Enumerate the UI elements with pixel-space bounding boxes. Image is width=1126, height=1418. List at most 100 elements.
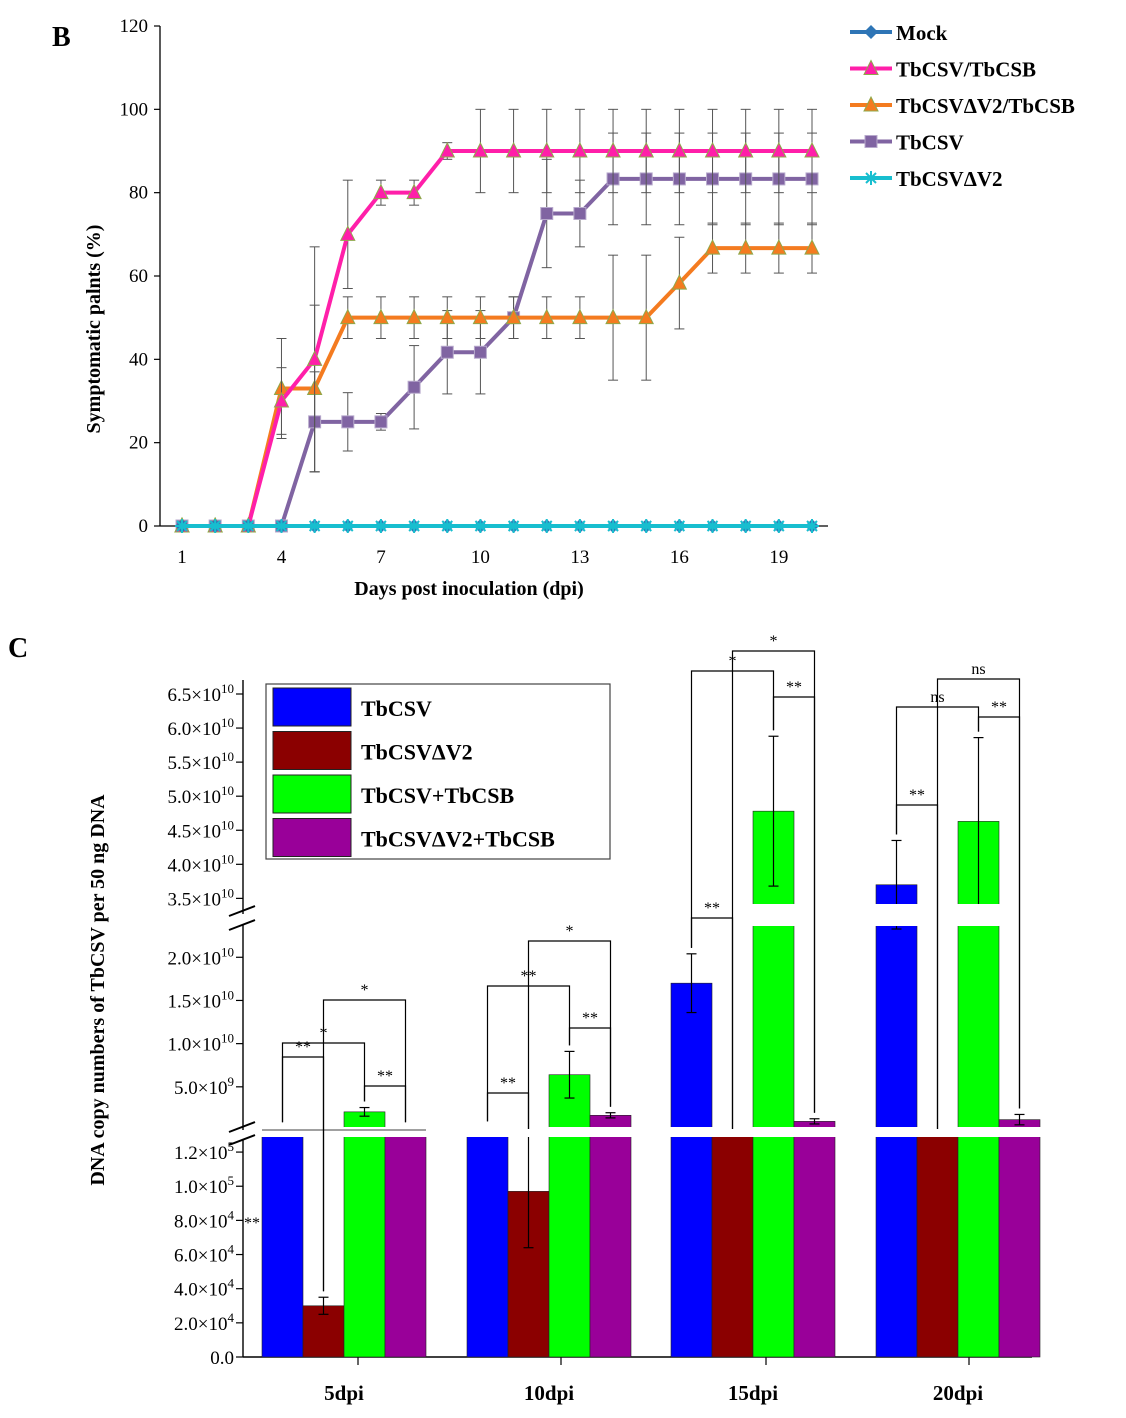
axis-break-mark: [228, 919, 256, 931]
y-tick-label: 1.0×105: [174, 1173, 234, 1198]
data-point: [175, 519, 189, 533]
bar-tbcsv: [670, 982, 713, 1358]
legend-label: TbCSV+TbCSB: [361, 783, 514, 808]
x-tick-label: 15dpi: [728, 1381, 778, 1405]
data-point: [771, 141, 787, 158]
legend-item-tbcsv: TbCSV: [272, 687, 432, 727]
data-point: [472, 308, 489, 325]
data-point: [473, 345, 487, 359]
y-tick-label: 20: [129, 433, 148, 454]
y-tick-label: 4.0×1010: [168, 851, 234, 876]
bar-group-20dpi: [875, 736, 1041, 1358]
bracket-line: [568, 1027, 612, 1107]
y-tick-label: 6.0×104: [174, 1242, 234, 1267]
legend-item-tbcsvdeltav2-tbcsb: TbCSVΔV2+TbCSB: [272, 818, 555, 857]
data-point: [473, 519, 488, 533]
y-tick-label: 1.5×1010: [168, 987, 234, 1012]
y-tick-label: 5.5×1010: [168, 749, 234, 774]
y-tick-label: 5.0×1010: [168, 783, 234, 808]
data-point: [274, 519, 289, 533]
panel-b-y-axis-title: Symptomatic palnts (%): [83, 225, 105, 434]
data-point: [374, 415, 388, 429]
data-point: [605, 308, 621, 325]
data-point: [804, 238, 820, 255]
bar-tbcsvdeltav2: [916, 1134, 959, 1358]
series-tbcsvdeltav2-tbcsb: [174, 222, 820, 533]
data-point: [273, 391, 290, 408]
significance-bracket: **: [486, 1075, 530, 1129]
legend-label: TbCSVΔV2/TbCSB: [896, 94, 1075, 118]
bar-group-15dpi: [670, 735, 836, 1358]
legend-label: Mock: [896, 21, 948, 45]
y-tick-label: 5.0×109: [174, 1074, 234, 1099]
significance-label: *: [566, 923, 574, 940]
data-point: [407, 519, 422, 533]
series-tbcsv-tbcsb: [174, 108, 820, 533]
legend-item-tbcsvdeltav2: TbCSVΔV2: [850, 167, 1003, 191]
y-tick-label: 2.0×1010: [168, 944, 234, 969]
data-point: [340, 519, 355, 533]
significance-label: *: [361, 982, 369, 999]
panel-c-y-axis-title: DNA copy numbers of TbCSV per 50 ng DNA: [87, 794, 109, 1186]
bar-tbcsv-tbcsb: [548, 1074, 591, 1358]
data-point: [572, 519, 587, 533]
bar-tbcsvdeltav2: [711, 1134, 754, 1358]
data-point: [605, 141, 621, 158]
y-tick-label: 80: [129, 183, 148, 204]
data-point: [306, 350, 323, 366]
stray-significance-mark: **: [244, 1215, 260, 1232]
significance-label: **: [786, 679, 802, 696]
data-point: [406, 308, 422, 325]
significance-label: *: [770, 633, 778, 650]
data-point: [241, 519, 256, 533]
data-point: [704, 141, 721, 158]
data-point: [737, 141, 754, 158]
data-point: [538, 141, 555, 158]
x-tick-label: 7: [376, 547, 386, 568]
line-chart-legend: Mock TbCSV/TbCSB TbCSVΔV2/TbCSB TbCSV TbCSVΔ…: [850, 21, 1075, 191]
panel-c-letter: C: [8, 633, 28, 664]
data-point: [538, 308, 555, 325]
bar-chart: 0.0 2.0×104 4.0×104 6.0×104 8.0×104 1.0×105 1.…: [168, 633, 1045, 1405]
data-point: [804, 141, 820, 158]
legend-label: TbCSVΔV2: [896, 167, 1003, 191]
significance-label: **: [991, 699, 1007, 716]
y-tick-label: 1.0×1010: [168, 1031, 234, 1056]
bracket-line: [486, 1092, 530, 1129]
legend-item-tbcsvdeltav2-tbcsb: TbCSVΔV2/TbCSB: [850, 94, 1075, 118]
legend-label: TbCSV/TbCSB: [896, 58, 1036, 82]
data-point: [705, 519, 720, 533]
series-line: [182, 246, 812, 528]
y-tick-label: 6.0×1010: [168, 715, 234, 740]
legend-label: TbCSV: [896, 131, 964, 155]
panel-b-letter: B: [52, 22, 71, 53]
legend-label: TbCSVΔV2+TbCSB: [361, 827, 555, 852]
legend-swatch: [272, 687, 352, 727]
y-tick-label: 3.5×1010: [168, 885, 234, 910]
legend-item-tbcsvdeltav2: TbCSVΔV2: [272, 731, 473, 770]
significance-label: **: [909, 787, 925, 804]
significance-label: **: [704, 900, 720, 917]
significance-bracket: **: [977, 699, 1021, 1109]
bar-tbcsv-tbcsb: [752, 810, 795, 1358]
significance-label: **: [377, 1068, 393, 1085]
data-point: [671, 141, 688, 158]
data-point: [341, 415, 355, 429]
data-point: [606, 519, 621, 533]
data-point: [672, 519, 687, 533]
series-tbcsv: [175, 132, 819, 533]
data-point: [505, 141, 522, 158]
y-tick-label: 100: [120, 99, 149, 120]
y-tick-label: 1.2×105: [174, 1139, 234, 1164]
data-point: [339, 308, 356, 325]
bar-tbcsv: [261, 1127, 304, 1358]
axis-break-gap: [245, 904, 1045, 926]
y-tick-label: 40: [129, 349, 148, 370]
bar-group-5dpi: [261, 1106, 427, 1358]
x-tick-label: 13: [570, 547, 589, 568]
bar-group-10dpi: [466, 1050, 632, 1358]
y-tick-label: 8.0×104: [174, 1207, 234, 1232]
legend-item-tbcsv-tbcsb: TbCSV+TbCSB: [272, 774, 514, 814]
y-tick-label: 4.0×104: [174, 1276, 234, 1301]
